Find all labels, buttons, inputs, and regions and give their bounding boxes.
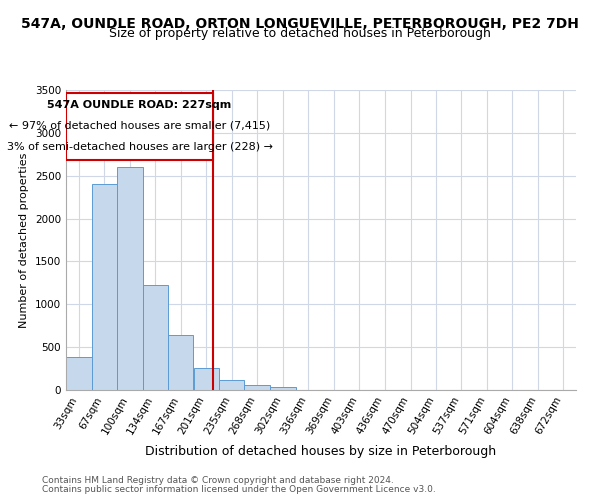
Text: 547A, OUNDLE ROAD, ORTON LONGUEVILLE, PETERBOROUGH, PE2 7DH: 547A, OUNDLE ROAD, ORTON LONGUEVILLE, PE… [21, 18, 579, 32]
Text: Contains HM Land Registry data © Crown copyright and database right 2024.: Contains HM Land Registry data © Crown c… [42, 476, 394, 485]
Text: Size of property relative to detached houses in Peterborough: Size of property relative to detached ho… [109, 28, 491, 40]
Bar [66, 94, 213, 160]
X-axis label: Distribution of detached houses by size in Peterborough: Distribution of detached houses by size … [145, 444, 497, 458]
Text: Contains public sector information licensed under the Open Government Licence v3: Contains public sector information licen… [42, 485, 436, 494]
Y-axis label: Number of detached properties: Number of detached properties [19, 152, 29, 328]
Bar [220, 380, 244, 390]
Bar [270, 388, 296, 390]
Text: 547A OUNDLE ROAD: 227sqm: 547A OUNDLE ROAD: 227sqm [47, 100, 232, 110]
Bar [92, 184, 117, 390]
Bar [193, 368, 220, 390]
Bar [244, 386, 270, 390]
Bar [143, 286, 167, 390]
Text: 3% of semi-detached houses are larger (228) →: 3% of semi-detached houses are larger (2… [7, 142, 272, 152]
Bar [117, 167, 143, 390]
Bar [167, 335, 193, 390]
Text: ← 97% of detached houses are smaller (7,415): ← 97% of detached houses are smaller (7,… [9, 120, 270, 130]
Bar [66, 356, 92, 390]
